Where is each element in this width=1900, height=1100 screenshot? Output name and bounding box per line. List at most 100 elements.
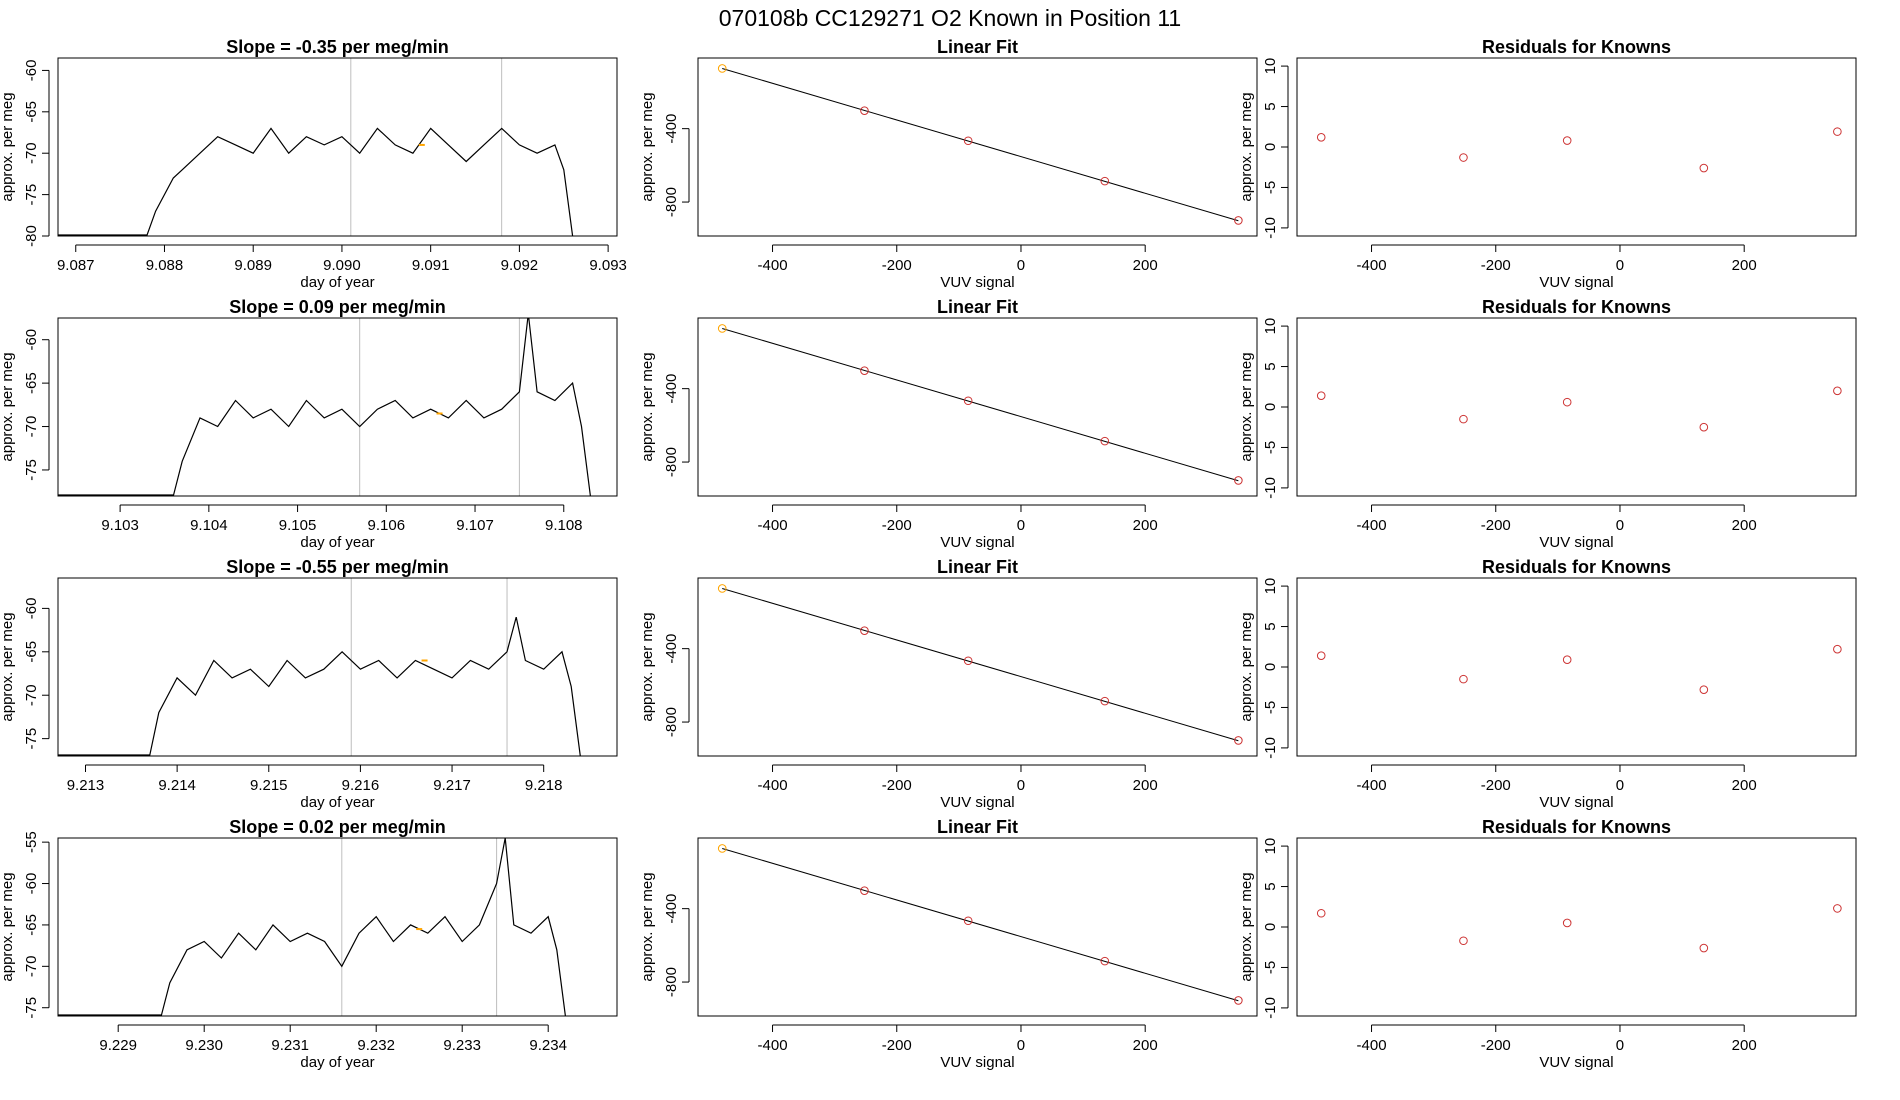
y-tick-label: 0	[1262, 403, 1279, 411]
series-line	[160, 838, 566, 1016]
residuals-data-layer	[1316, 127, 1842, 173]
residual-point	[1833, 904, 1842, 913]
residuals-frame	[1296, 577, 1857, 757]
fit-line	[722, 587, 1239, 742]
y-tick-label: -60	[23, 60, 40, 82]
residual-point	[1699, 163, 1709, 173]
timeseries-data-layer	[58, 318, 591, 496]
panel-grid: Slope = -0.35 per meg/min 9.087 9.088 9.089…	[0, 37, 1857, 1071]
y-tick-label: -80	[23, 225, 40, 247]
y-tick-label: -800	[663, 707, 680, 737]
x-tick-label: -200	[882, 1037, 912, 1054]
timeseries-data-layer	[58, 838, 566, 1016]
y-tick-label: -60	[23, 873, 40, 895]
y-tick-label: -65	[23, 914, 40, 936]
residual-point	[1562, 136, 1572, 145]
x-tick-label: 9.215	[250, 777, 288, 794]
fit-line	[722, 847, 1239, 1002]
x-tick-label: -200	[882, 257, 912, 274]
residuals-panel: Residuals for Knowns -400 -200 0 200 VUV sign…	[1238, 817, 1857, 1071]
y-tick-label: -400	[663, 374, 680, 404]
fit-point	[1100, 436, 1110, 446]
x-tick-label: -200	[1481, 517, 1511, 534]
x-tick-label: 9.092	[501, 257, 539, 274]
residuals-panel: Residuals for Knowns -400 -200 0 200 VUV sign…	[1238, 37, 1857, 291]
x-tick-label: 9.218	[525, 777, 563, 794]
y-tick-label: -60	[23, 598, 40, 620]
y-tick-label: 5	[1262, 622, 1279, 630]
y-axis-label: approx. per meg	[0, 872, 16, 981]
y-tick-label: -75	[23, 184, 40, 206]
y-tick-label: 10	[1262, 578, 1279, 595]
fit-point	[963, 136, 973, 146]
x-tick-label: 200	[1133, 777, 1158, 794]
x-tick-label: 9.087	[57, 257, 95, 274]
residual-point	[1459, 674, 1468, 684]
y-tick-label: 5	[1262, 362, 1279, 370]
y-tick-label: -70	[23, 955, 40, 977]
residual-point	[1699, 422, 1709, 432]
residual-point	[1699, 685, 1709, 694]
residuals-data-layer	[1316, 904, 1842, 953]
y-tick-label: -5	[1262, 961, 1279, 974]
fit-point	[1234, 216, 1243, 225]
fit-point	[717, 324, 727, 333]
y-tick-label: -10	[1262, 997, 1279, 1019]
y-tick-label: -800	[663, 187, 680, 217]
fit-point	[717, 584, 727, 593]
fit-frame	[697, 577, 1258, 757]
fit-point	[1234, 476, 1243, 485]
y-tick-label: -5	[1262, 701, 1279, 714]
fit-point	[1100, 956, 1110, 966]
fit-data-layer	[717, 64, 1243, 225]
y-axis-label: approx. per meg	[1238, 92, 1255, 201]
y-tick-label: -70	[23, 416, 40, 438]
y-tick-label: -10	[1262, 737, 1279, 759]
y-tick-label: 10	[1262, 58, 1279, 75]
residuals-panel: Residuals for Knowns -400 -200 0 200 VUV sign…	[1238, 557, 1857, 811]
residual-point	[1316, 391, 1326, 400]
timeseries-panel: Slope = 0.02 per meg/min 9.229 9.230 9.231 9…	[0, 817, 618, 1071]
series-line	[172, 318, 591, 496]
fit-data-layer	[717, 584, 1243, 745]
x-tick-label: 9.088	[146, 257, 184, 274]
y-tick-label: 5	[1262, 882, 1279, 890]
y-tick-label: -75	[23, 459, 40, 481]
x-tick-label: -400	[1357, 517, 1387, 534]
y-tick-label: -800	[663, 447, 680, 477]
residual-point	[1699, 943, 1709, 953]
fit-point	[1234, 996, 1243, 1005]
fit-point	[1100, 176, 1110, 186]
x-tick-label: 9.104	[190, 517, 228, 534]
x-tick-label: 9.233	[443, 1037, 481, 1054]
timeseries-panel: Slope = -0.35 per meg/min 9.087 9.088 9.089…	[0, 37, 627, 291]
x-tick-label: 9.213	[67, 777, 105, 794]
x-axis-label: VUV signal	[1539, 1054, 1613, 1071]
y-tick-label: 10	[1262, 318, 1279, 335]
x-tick-label: 9.234	[529, 1037, 567, 1054]
x-tick-label: 9.108	[545, 517, 583, 534]
x-tick-label: 9.107	[456, 517, 494, 534]
y-tick-label: -5	[1262, 181, 1279, 194]
residual-point	[1833, 127, 1842, 136]
fit-frame	[697, 57, 1258, 237]
y-tick-label: -400	[663, 114, 680, 144]
x-tick-label: 0	[1017, 257, 1025, 274]
timeseries-frame	[57, 57, 618, 237]
x-tick-label: 0	[1017, 1037, 1025, 1054]
residuals-frame	[1296, 837, 1857, 1017]
y-tick-label: -800	[663, 967, 680, 997]
residual-point	[1833, 644, 1842, 654]
residuals-panel: Residuals for Knowns -400 -200 0 200 VUV sign…	[1238, 297, 1857, 551]
y-axis-label: approx. per meg	[639, 612, 656, 721]
x-axis-label: day of year	[300, 534, 374, 551]
series-line	[149, 616, 581, 756]
panel-row: Slope = -0.35 per meg/min 9.087 9.088 9.089…	[0, 37, 1857, 291]
fit-title: Linear Fit	[937, 557, 1018, 577]
x-axis-label: VUV signal	[1539, 794, 1613, 811]
residuals-frame	[1296, 317, 1857, 497]
x-tick-label: 200	[1732, 517, 1757, 534]
x-tick-label: 9.232	[357, 1037, 395, 1054]
x-tick-label: 9.229	[99, 1037, 137, 1054]
